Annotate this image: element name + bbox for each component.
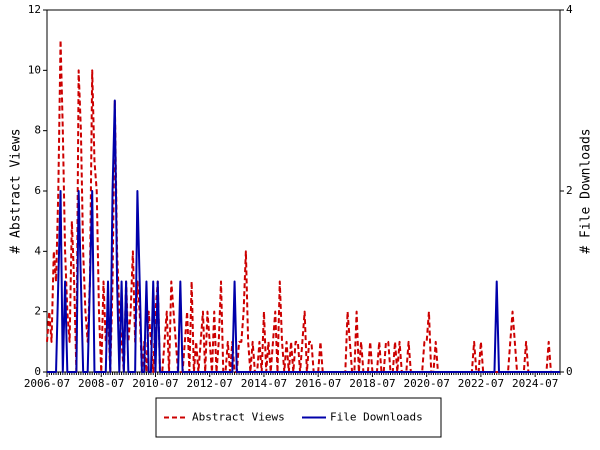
y2-tick-label: 2 — [566, 184, 573, 197]
y2-axis-title: # File Downloads — [579, 128, 594, 253]
y-tick-label: 4 — [34, 244, 41, 257]
x-tick-label: 2024-07 — [512, 377, 558, 390]
x-tick-label: 2016-07 — [295, 377, 341, 390]
series-line — [47, 99, 560, 373]
y-axis-title: # Abstract Views — [9, 128, 24, 253]
y-tick-label: 12 — [28, 3, 41, 16]
y2-tick-label: 4 — [566, 3, 573, 16]
y-tick-label: 8 — [34, 124, 41, 137]
y-tick-label: 2 — [34, 305, 41, 318]
x-tick-label: 2008-07 — [78, 377, 124, 390]
legend-label: File Downloads — [330, 411, 423, 424]
y-tick-label: 10 — [28, 63, 41, 76]
x-tick-label: 2020-07 — [403, 377, 449, 390]
y2-tick-label: 0 — [566, 365, 573, 378]
series-line — [46, 39, 560, 373]
x-tick-label: 2018-07 — [349, 377, 395, 390]
legend-box — [155, 397, 442, 438]
x-tick-label: 2006-07 — [24, 377, 70, 390]
legend-label: Abstract Views — [192, 411, 285, 424]
x-tick-label: 2022-07 — [458, 377, 504, 390]
y-tick-label: 0 — [34, 365, 41, 378]
x-tick-label: 2012-07 — [187, 377, 233, 390]
y-tick-label: 6 — [34, 184, 41, 197]
x-tick-label: 2014-07 — [241, 377, 287, 390]
x-tick-label: 2010-07 — [132, 377, 178, 390]
